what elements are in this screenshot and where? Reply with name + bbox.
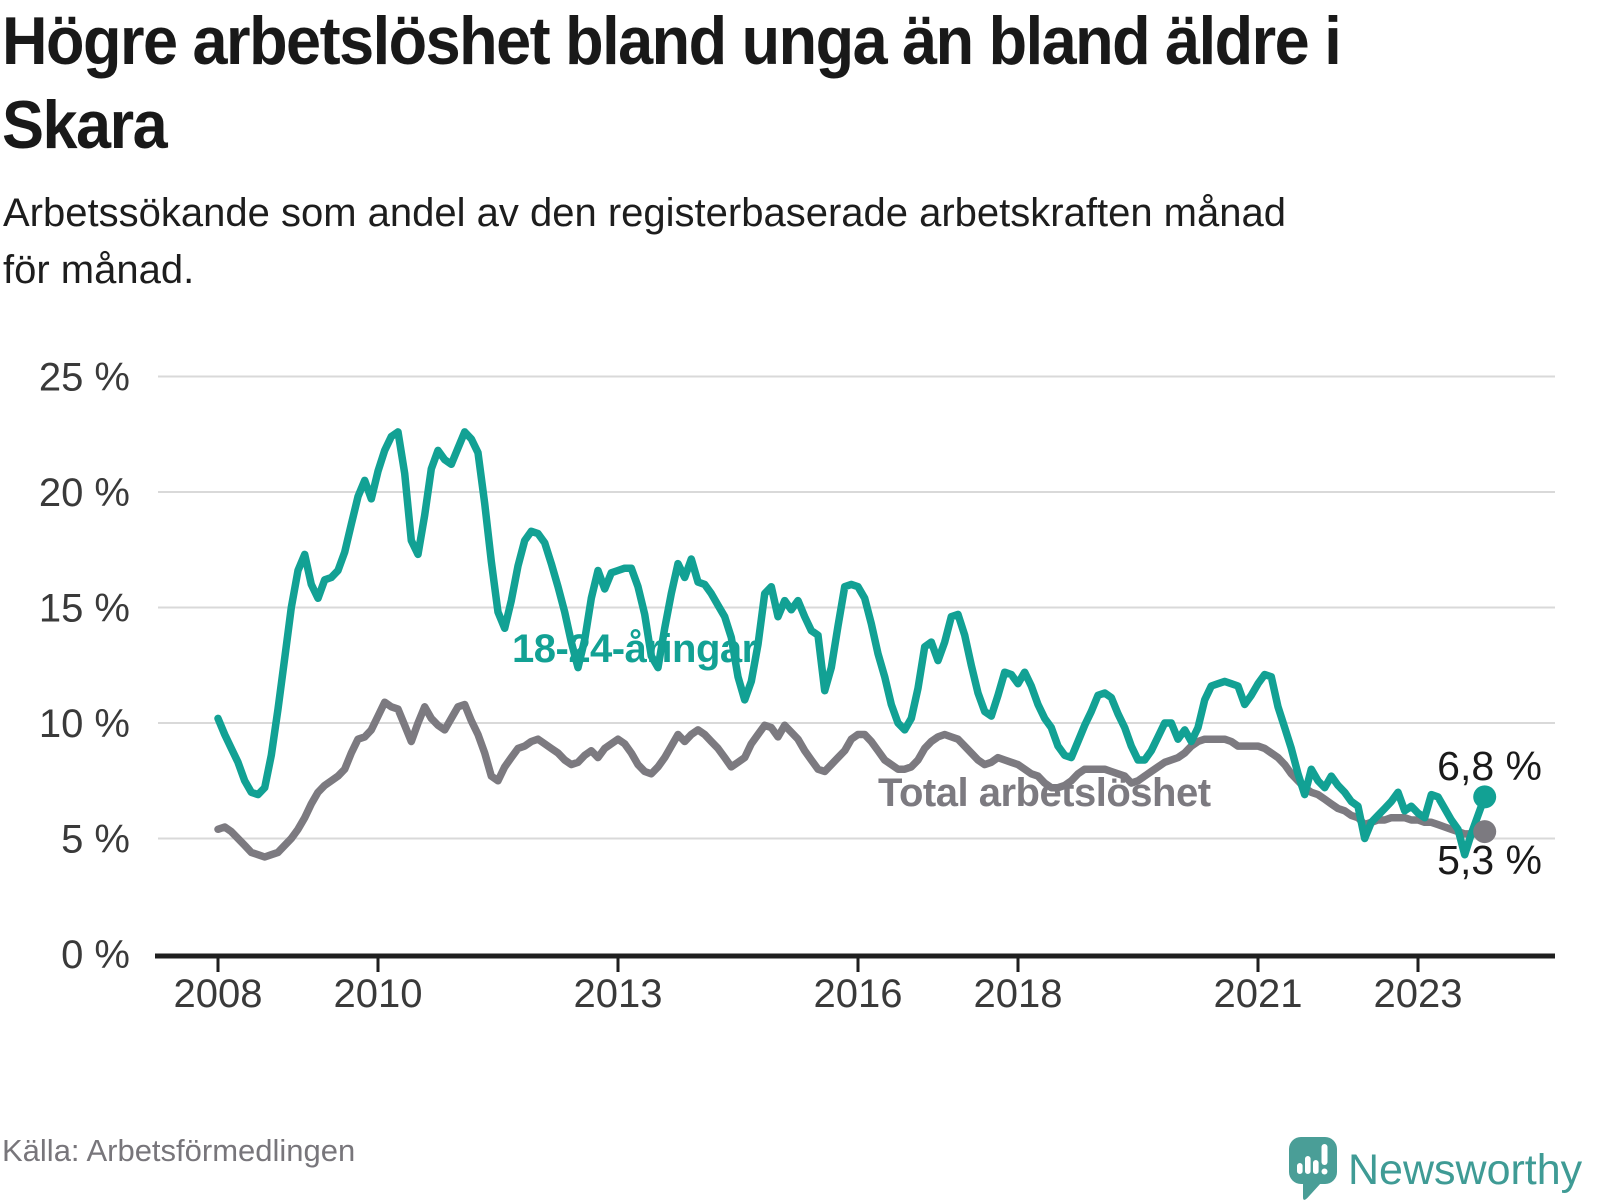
- x-axis-tick-label: 2023: [1374, 972, 1463, 1016]
- series-label-total: Total arbetslöshet: [878, 771, 1211, 815]
- newsworthy-logo-text: Newsworthy: [1348, 1146, 1583, 1194]
- chart-plot-area: 0 % 5 % 10 % 15 % 20 % 25 % 2008 2010 2013 2016 20…: [39, 356, 1555, 1016]
- x-axis-tick-label: 2021: [1214, 972, 1303, 1016]
- y-axis-tick-label: 10 %: [39, 702, 130, 746]
- y-axis-tick-label: 25 %: [39, 356, 130, 400]
- y-axis-tick-label: 20 %: [39, 471, 130, 515]
- series-line-total: [214, 698, 1489, 861]
- y-axis-tick-label: 5 %: [61, 818, 130, 862]
- page-title-line-2: Skara: [2, 87, 168, 164]
- page-subtitle-line-2: för månad.: [3, 248, 195, 292]
- series-end-dot-youth: [1473, 785, 1497, 809]
- logo-exclamation-bar: [1321, 1144, 1328, 1165]
- series-end-dot-total: [1473, 820, 1497, 844]
- end-value-label-total: 5,3 %: [1437, 837, 1542, 883]
- page-subtitle-line-1: Arbetssökande som andel av den registerb…: [3, 191, 1286, 235]
- logo-bar-2: [1305, 1156, 1311, 1174]
- logo-exclamation-dot: [1321, 1168, 1328, 1175]
- x-axis-tick-label: 2013: [574, 972, 663, 1016]
- series-line-youth: [214, 428, 1489, 859]
- logo-bar-1: [1297, 1163, 1303, 1174]
- x-axis-tick-label: 2008: [174, 972, 263, 1016]
- source-note: Källa: Arbetsförmedlingen: [2, 1133, 356, 1168]
- logo-bar-3: [1313, 1160, 1319, 1174]
- y-axis-tick-label: 15 %: [39, 587, 130, 631]
- y-axis-tick-label: 0 %: [61, 933, 130, 977]
- x-axis-tick-label: 2016: [814, 972, 903, 1016]
- series-label-youth: 18-24-åringar: [512, 627, 757, 671]
- logo-bubble: [1289, 1137, 1337, 1184]
- end-value-label-youth: 6,8 %: [1437, 743, 1542, 789]
- x-axis-tick-label: 2010: [334, 972, 423, 1016]
- page-title-line-1: Högre arbetslöshet bland unga än bland ä…: [2, 3, 1342, 80]
- newsworthy-logo-icon: [1289, 1137, 1337, 1200]
- x-axis-tick-label: 2018: [974, 972, 1063, 1016]
- logo-bubble-tail: [1303, 1180, 1321, 1200]
